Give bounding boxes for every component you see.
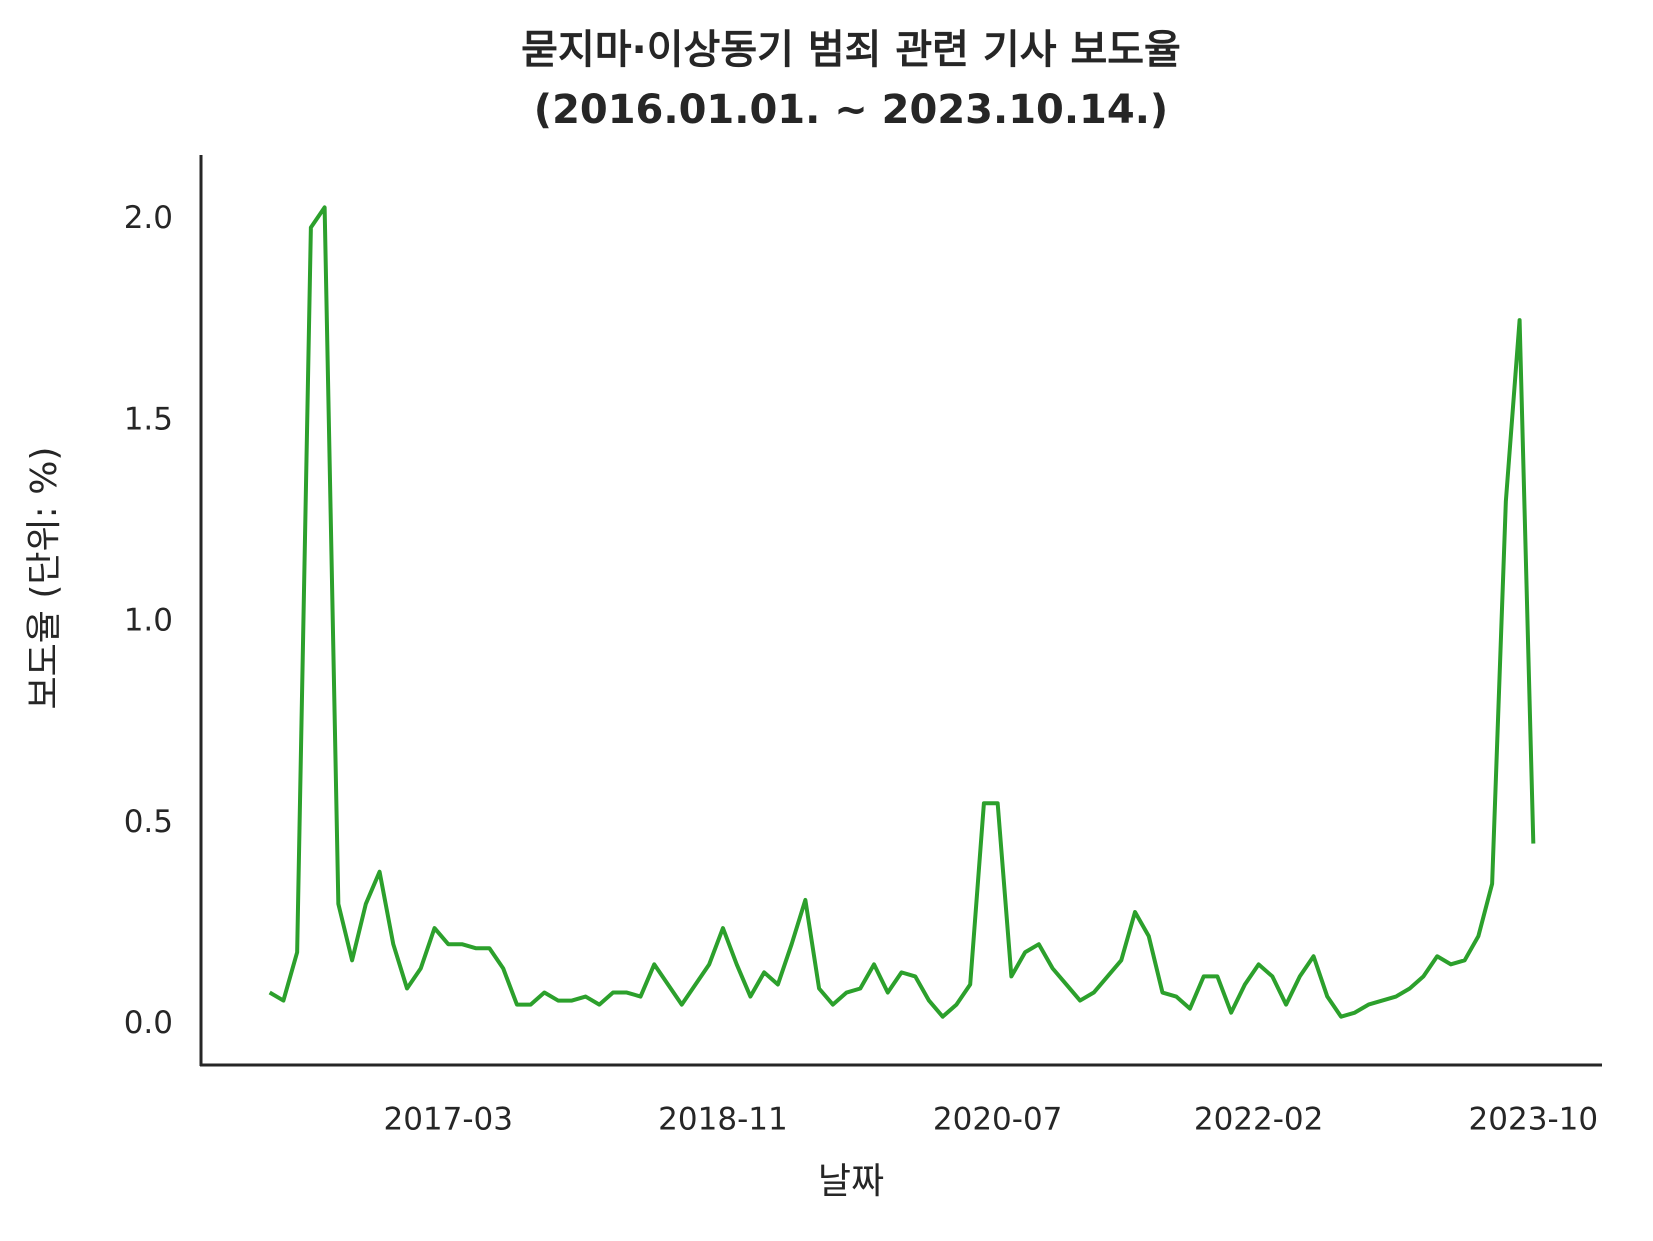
y-tick-label: 1.5 bbox=[124, 401, 173, 437]
x-tick-label: 2017-03 bbox=[383, 1102, 513, 1138]
y-tick-label: 0.0 bbox=[124, 1005, 173, 1041]
x-tick-label: 2023-10 bbox=[1469, 1102, 1599, 1138]
y-tick-label: 0.5 bbox=[124, 804, 173, 840]
y-axis-label: 보도율 (단위: %) bbox=[24, 447, 65, 710]
x-tick-label: 2018-11 bbox=[658, 1102, 788, 1138]
chart-title: 묻지마·이상동기 범죄 관련 기사 보도율 bbox=[521, 27, 1181, 73]
y-tick-label: 2.0 bbox=[124, 200, 173, 236]
x-tick-label: 2020-07 bbox=[933, 1102, 1063, 1138]
y-tick-label: 1.0 bbox=[124, 603, 173, 639]
chart-subtitle: (2016.01.01. ~ 2023.10.14.) bbox=[534, 87, 1168, 133]
data-line bbox=[268, 205, 1536, 1019]
x-axis-label: 날짜 bbox=[818, 1161, 884, 1202]
x-tick-label: 2022-02 bbox=[1194, 1102, 1324, 1138]
